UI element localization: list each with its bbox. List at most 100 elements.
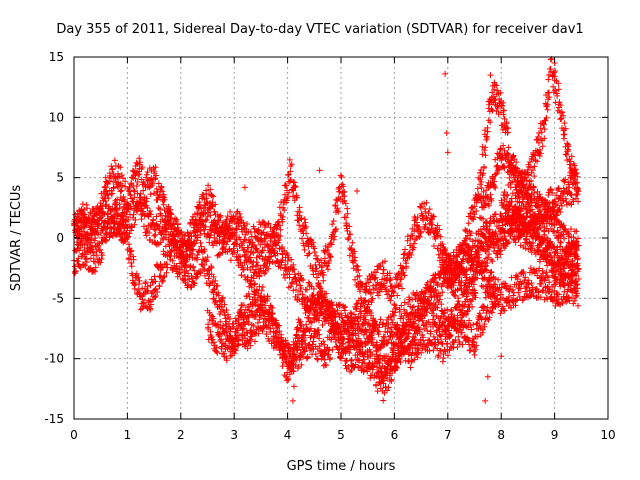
data-point <box>207 186 214 193</box>
data-point <box>301 246 308 253</box>
data-point <box>420 217 427 224</box>
data-point <box>133 159 140 166</box>
data-point <box>137 306 144 313</box>
data-point <box>520 270 527 277</box>
data-point <box>103 188 110 195</box>
data-point <box>330 218 337 225</box>
data-point <box>83 215 90 222</box>
data-point <box>109 233 116 240</box>
data-point <box>194 251 201 258</box>
data-point <box>468 276 475 283</box>
data-point <box>143 232 150 239</box>
data-point <box>520 243 527 250</box>
data-point <box>524 290 531 297</box>
data-point <box>196 199 203 206</box>
data-point <box>137 159 144 166</box>
data-point <box>431 243 438 250</box>
data-point <box>571 297 578 304</box>
data-point <box>110 184 117 191</box>
data-point <box>512 239 519 246</box>
data-point <box>84 240 91 247</box>
data-point <box>143 174 150 181</box>
data-point <box>144 287 151 294</box>
data-point <box>237 253 244 260</box>
data-point <box>212 298 219 305</box>
data-point <box>575 302 582 309</box>
data-point <box>423 214 430 221</box>
data-point <box>411 240 418 247</box>
data-point <box>329 221 336 228</box>
data-point <box>233 241 240 248</box>
data-point <box>327 253 334 260</box>
data-point <box>259 283 266 290</box>
data-point <box>87 264 94 271</box>
data-point <box>385 384 392 391</box>
data-point <box>119 182 126 189</box>
data-point <box>132 216 139 223</box>
data-point <box>95 231 102 238</box>
data-point <box>409 232 416 239</box>
data-point <box>79 250 86 257</box>
data-point <box>205 275 212 282</box>
data-point <box>125 233 132 240</box>
data-point <box>552 281 559 288</box>
data-point <box>231 249 238 256</box>
data-point <box>482 262 489 269</box>
data-point <box>269 304 276 311</box>
data-point <box>542 289 549 296</box>
data-point <box>241 273 248 280</box>
data-point <box>313 265 320 272</box>
data-point <box>197 239 204 246</box>
data-point <box>248 284 255 291</box>
data-point <box>208 192 215 199</box>
data-point <box>276 204 283 211</box>
data-point <box>134 178 141 185</box>
data-point <box>159 188 166 195</box>
data-point <box>513 297 520 304</box>
data-point <box>227 257 234 264</box>
data-point <box>369 295 376 302</box>
data-point <box>131 188 138 195</box>
data-point <box>147 282 154 289</box>
data-point <box>375 292 382 299</box>
data-point <box>461 303 468 310</box>
data-point <box>205 182 212 189</box>
data-point <box>488 268 495 275</box>
data-point <box>522 274 529 281</box>
data-point <box>495 276 502 283</box>
data-point <box>261 270 268 277</box>
data-point <box>217 212 224 219</box>
data-point <box>384 291 391 298</box>
data-point <box>392 305 399 312</box>
data-point <box>284 375 291 382</box>
data-point <box>253 254 260 261</box>
data-point <box>135 171 142 178</box>
data-point <box>361 297 368 304</box>
data-point <box>283 182 290 189</box>
data-point <box>311 245 318 252</box>
data-point <box>108 213 115 220</box>
data-point <box>353 305 360 312</box>
data-point <box>212 277 219 284</box>
data-point <box>166 239 173 246</box>
data-point <box>130 187 137 194</box>
data-point <box>492 275 499 282</box>
data-point <box>537 294 544 301</box>
data-point <box>143 195 150 202</box>
data-point <box>109 166 116 173</box>
data-point <box>422 221 429 228</box>
data-point <box>81 241 88 248</box>
data-point <box>318 257 325 264</box>
data-point <box>434 222 441 229</box>
data-point <box>148 290 155 297</box>
data-point <box>377 352 384 359</box>
data-point <box>422 208 429 215</box>
data-point <box>354 263 361 270</box>
data-point <box>149 180 156 187</box>
data-point <box>84 217 91 224</box>
data-point <box>432 235 439 242</box>
data-point <box>157 267 164 274</box>
data-point <box>434 304 441 311</box>
data-point <box>394 292 401 299</box>
data-point <box>345 234 352 241</box>
